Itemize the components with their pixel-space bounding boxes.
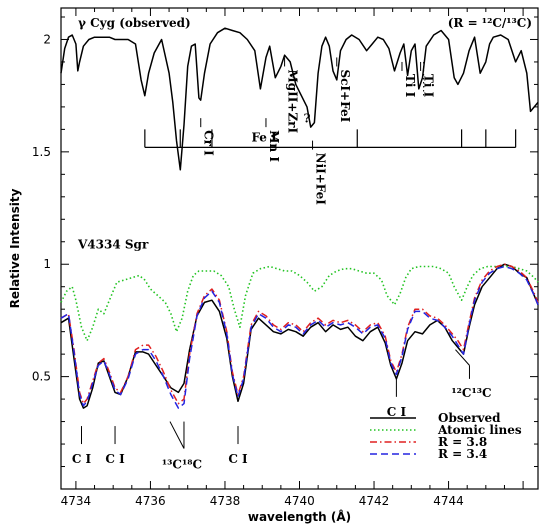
y-tick-label: 1	[43, 257, 51, 271]
fe-label: Fe I	[251, 130, 277, 144]
ratio-note: (R = ¹²C/¹³C)	[448, 16, 532, 30]
x-tick-label: 4742	[359, 494, 390, 508]
series-line-3	[60, 263, 539, 405]
band-label: ¹²C¹³C	[451, 386, 491, 400]
band-marker	[169, 421, 185, 449]
series-line-4	[60, 265, 539, 409]
x-tick-label: 4740	[284, 494, 315, 508]
top-panel-label: γ Cyg (observed)	[78, 16, 191, 30]
x-tick-label: 4736	[135, 494, 166, 508]
annotation-layer: γ Cyg (observed) (R = ¹²C/¹³C) Cr I Mn I MgI…	[72, 16, 532, 472]
axes-layer: 4734 4736 4738 4740 4742 4744 0.5 1 1.5 2 waveleng…	[8, 7, 539, 524]
y-tick-label: 1.5	[32, 145, 51, 159]
x-axis-title: wavelength (Å)	[248, 509, 351, 524]
line-id-label: ?	[303, 111, 310, 125]
line-id-label: Ti I	[403, 74, 417, 98]
bottom-panel-label: V4334 Sgr	[77, 238, 149, 252]
series-line-0	[60, 27, 539, 171]
y-tick-label: 2	[43, 32, 51, 46]
ci-label: C I	[72, 452, 92, 466]
ci-label: C I	[105, 452, 125, 466]
x-tick-label: 4734	[61, 494, 92, 508]
line-id-label: MgII+ZrI	[286, 69, 300, 133]
ci-label: C I	[228, 452, 248, 466]
line-id-label: Cr I	[202, 130, 216, 156]
line-id-label: ScI+FeI	[338, 69, 352, 122]
band-marker	[455, 349, 470, 366]
series-layer	[60, 27, 539, 409]
legend-label-2: Atomic lines	[437, 423, 522, 437]
legend-label-4: R = 3.4	[438, 447, 487, 461]
line-id-label: NiI+FeI	[314, 153, 328, 206]
x-tick-label: 4738	[210, 494, 241, 508]
ci-label: C I	[387, 405, 407, 419]
legend-label-1: Observed	[438, 411, 501, 425]
line-id-label: Ti I	[422, 74, 436, 98]
series-line-2	[60, 265, 539, 342]
band-label: ¹³C¹⁸C	[162, 458, 202, 472]
line-id-label: Mn I	[267, 130, 281, 162]
legend-label-3: R = 3.8	[438, 435, 487, 449]
y-axis-title: Relative Intensity	[8, 188, 22, 308]
y-tick-label: 0.5	[32, 370, 51, 384]
x-tick-label: 4744	[433, 494, 464, 508]
